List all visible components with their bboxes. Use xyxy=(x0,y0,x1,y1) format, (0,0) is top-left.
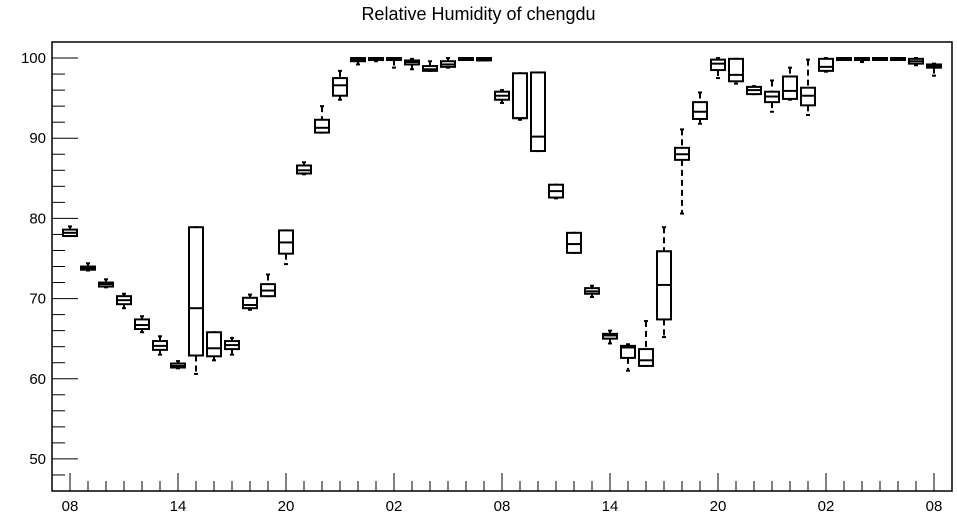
box-iqr xyxy=(728,57,744,83)
box-iqr xyxy=(188,226,204,357)
box xyxy=(674,128,690,215)
box-iqr xyxy=(782,75,798,100)
box-iqr xyxy=(566,231,582,254)
box xyxy=(764,79,780,113)
box xyxy=(476,57,492,62)
box-iqr xyxy=(638,348,654,367)
box xyxy=(836,57,852,62)
y-tick-label: 60 xyxy=(29,371,46,388)
box xyxy=(584,284,600,298)
box xyxy=(494,89,510,104)
box xyxy=(170,360,186,370)
box xyxy=(332,69,348,101)
box xyxy=(116,292,132,310)
x-tick-label: 20 xyxy=(278,498,295,515)
box xyxy=(296,161,312,176)
box-iqr xyxy=(818,57,834,72)
box xyxy=(206,331,222,362)
box-iqr xyxy=(512,72,528,120)
box xyxy=(386,57,402,69)
box xyxy=(242,293,258,311)
box-iqr xyxy=(206,331,222,358)
box xyxy=(188,226,204,375)
box xyxy=(224,336,240,356)
box xyxy=(908,57,924,67)
box xyxy=(530,71,546,153)
box xyxy=(800,58,816,116)
box xyxy=(566,231,582,254)
x-tick-label: 08 xyxy=(494,498,511,515)
box xyxy=(62,225,78,238)
box xyxy=(134,315,150,334)
box-iqr xyxy=(332,77,348,97)
box xyxy=(638,320,654,367)
box-series xyxy=(62,57,942,375)
box xyxy=(710,57,726,80)
box xyxy=(404,57,420,71)
box xyxy=(260,273,276,298)
y-tick-label: 80 xyxy=(29,210,46,227)
box xyxy=(314,105,330,134)
box xyxy=(926,62,942,77)
box xyxy=(440,57,456,69)
box xyxy=(746,85,762,96)
x-axis: 08 14 20 02 08 14 20 02 08 xyxy=(62,473,943,515)
x-tick-label: 02 xyxy=(386,498,403,515)
box xyxy=(872,57,888,62)
box xyxy=(818,57,834,73)
box xyxy=(854,57,870,64)
x-tick-label: 08 xyxy=(926,498,943,515)
box xyxy=(350,57,366,66)
chart-title: Relative Humidity of chengdu xyxy=(361,4,596,24)
box-iqr xyxy=(242,296,258,310)
box xyxy=(512,72,528,121)
y-tick-label: 70 xyxy=(29,291,46,308)
box xyxy=(368,57,384,63)
box-iqr xyxy=(530,71,546,153)
box xyxy=(98,278,114,289)
box xyxy=(548,183,564,200)
x-tick-label: 14 xyxy=(602,498,619,515)
x-tick-label: 08 xyxy=(62,498,79,515)
box xyxy=(620,343,636,372)
box xyxy=(422,60,438,72)
box xyxy=(890,57,906,62)
box xyxy=(692,91,708,125)
box-iqr xyxy=(692,101,708,120)
box xyxy=(458,57,474,62)
box xyxy=(278,229,294,266)
box xyxy=(152,335,168,356)
x-tick-label: 14 xyxy=(170,498,187,515)
box-iqr xyxy=(314,118,330,134)
box xyxy=(80,262,96,272)
box xyxy=(782,66,798,101)
y-tick-label: 50 xyxy=(29,451,46,468)
box xyxy=(728,57,744,85)
box xyxy=(656,226,672,339)
y-tick-label: 90 xyxy=(29,130,46,147)
box xyxy=(602,329,618,345)
y-tick-label: 100 xyxy=(21,50,46,67)
y-axis: 50 60 70 80 90 100 xyxy=(21,41,78,492)
box-iqr xyxy=(710,58,726,72)
plot-frame xyxy=(51,41,953,492)
x-tick-label: 20 xyxy=(710,498,727,515)
box-iqr xyxy=(620,344,636,359)
x-tick-label: 02 xyxy=(818,498,835,515)
